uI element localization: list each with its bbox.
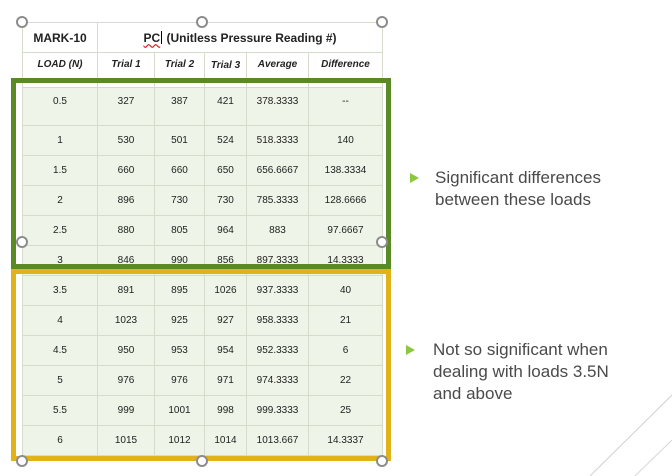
table-row: 3.5 891 895 1026 937.3333 40 [22, 275, 383, 306]
table-cell: 976 [97, 365, 155, 396]
table-cell: 1014 [204, 425, 247, 456]
header-pc-text: PC [143, 30, 161, 45]
table-cell: 6 [22, 425, 98, 456]
table-cell: -- [308, 87, 383, 126]
table-cell: 25 [308, 395, 383, 426]
resize-handle-bottom-left[interactable] [16, 455, 28, 467]
table-cell: 1.5 [22, 155, 98, 186]
table-cell: 891 [97, 275, 155, 306]
bullet-line: between these loads [435, 190, 591, 209]
table-cell: 2.5 [22, 215, 98, 246]
text-cursor [161, 30, 163, 44]
table-cell: 4 [22, 305, 98, 336]
table-cell: 1013.667 [246, 425, 309, 456]
bullet-text-significant[interactable]: Significant differences between these lo… [435, 167, 601, 211]
table-cell: 1026 [204, 275, 247, 306]
bullet-line: and above [433, 384, 513, 403]
table-cell: 128.6666 [308, 185, 383, 216]
table-row: 5.5 999 1001 998 999.3333 25 [22, 395, 383, 426]
bullet-line: Significant differences [435, 168, 602, 187]
data-table-frame[interactable]: MARK-10 PC (Unitless Pressure Reading #)… [22, 22, 383, 460]
table-cell: 138.3334 [308, 155, 383, 186]
table-cell: 1023 [97, 305, 155, 336]
resize-handle-top-left[interactable] [16, 16, 28, 28]
table-cell: 998 [204, 395, 247, 426]
bullet-arrow-icon [406, 345, 415, 355]
table-cell: 880 [97, 215, 155, 246]
resize-handle-bottom-right[interactable] [376, 455, 388, 467]
resize-handle-middle-left[interactable] [16, 236, 28, 248]
resize-handle-bottom-middle[interactable] [196, 455, 208, 467]
table-cell: 954 [204, 335, 247, 366]
table-cell: 1 [22, 125, 98, 156]
table-cell: 952.3333 [246, 335, 309, 366]
table-row: 4.5 950 953 954 952.3333 6 [22, 335, 383, 366]
resize-handle-top-middle[interactable] [196, 16, 208, 28]
table-cell: 925 [154, 305, 205, 336]
bullet-line: Not so significant when [433, 340, 608, 359]
bullet-text-not-significant[interactable]: Not so significant when dealing with loa… [433, 339, 609, 405]
table-cell: 2 [22, 185, 98, 216]
table-row: 0.5 327 387 421 378.3333 -- [22, 87, 383, 126]
table-cell: 1012 [154, 425, 205, 456]
table-cell: 730 [204, 185, 247, 216]
table-cell: 999 [97, 395, 155, 426]
table-cell: 974.3333 [246, 365, 309, 396]
bullet-line: dealing with loads 3.5N [433, 362, 609, 381]
header-pressure-reading[interactable]: PC (Unitless Pressure Reading #) [97, 22, 383, 53]
table-cell: 3.5 [22, 275, 98, 306]
table-cell: 387 [154, 87, 205, 126]
table-cell: 5.5 [22, 395, 98, 426]
header-row-top: MARK-10 PC (Unitless Pressure Reading #) [22, 22, 383, 53]
table-row: 1 530 501 524 518.3333 140 [22, 125, 383, 156]
table-cell: 140 [308, 125, 383, 156]
table-cell: 327 [97, 87, 155, 126]
table-cell: 97.6667 [308, 215, 383, 246]
table-row: 1.5 660 660 650 656.6667 138.3334 [22, 155, 383, 186]
table-cell: 40 [308, 275, 383, 306]
header-instrument: MARK-10 [22, 22, 98, 53]
table-cell: 785.3333 [246, 185, 309, 216]
table-cell: 0.5 [22, 87, 98, 126]
table-cell: 530 [97, 125, 155, 156]
table-cell: 976 [154, 365, 205, 396]
table-row: 4 1023 925 927 958.3333 21 [22, 305, 383, 336]
table-cell: 656.6667 [246, 155, 309, 186]
table-row: 2 896 730 730 785.3333 128.6666 [22, 185, 383, 216]
table-cell: 421 [204, 87, 247, 126]
table-cell: 21 [308, 305, 383, 336]
data-table: MARK-10 PC (Unitless Pressure Reading #)… [22, 22, 383, 456]
resize-handle-middle-right[interactable] [376, 236, 388, 248]
table-cell: 518.3333 [246, 125, 309, 156]
table-row: 5 976 976 971 974.3333 22 [22, 365, 383, 396]
bullet-arrow-icon [410, 173, 419, 183]
table-row: 6 1015 1012 1014 1013.667 14.3337 [22, 425, 383, 456]
table-cell: 14.3337 [308, 425, 383, 456]
table-cell: 999.3333 [246, 395, 309, 426]
table-cell: 22 [308, 365, 383, 396]
table-cell: 950 [97, 335, 155, 366]
table-cell: 895 [154, 275, 205, 306]
table-cell: 524 [204, 125, 247, 156]
yellow-highlight-box[interactable] [11, 269, 391, 461]
table-cell: 896 [97, 185, 155, 216]
table-cell: 1015 [97, 425, 155, 456]
table-cell: 971 [204, 365, 247, 396]
table-cell: 660 [97, 155, 155, 186]
table-body: 0.5 327 387 421 378.3333 -- 1 530 501 524 518.3333… [22, 87, 383, 456]
resize-handle-top-right[interactable] [376, 16, 388, 28]
table-cell: 4.5 [22, 335, 98, 366]
green-highlight-box[interactable] [11, 78, 391, 270]
header-pc-rest: (Unitless Pressure Reading #) [163, 30, 337, 45]
decorative-slide-lines [589, 394, 672, 476]
table-cell: 660 [154, 155, 205, 186]
table-cell: 1001 [154, 395, 205, 426]
